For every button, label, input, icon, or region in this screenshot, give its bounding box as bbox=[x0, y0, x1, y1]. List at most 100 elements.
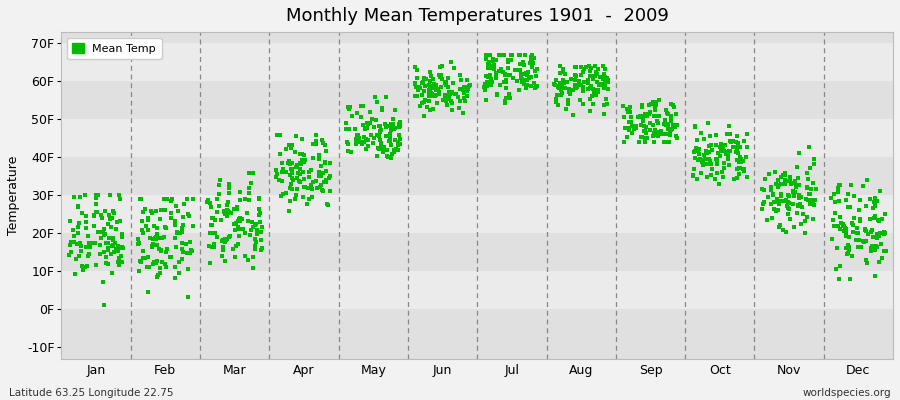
Point bbox=[863, 216, 878, 222]
Point bbox=[438, 92, 453, 98]
Point bbox=[132, 196, 147, 203]
Point bbox=[248, 243, 263, 250]
Point bbox=[756, 200, 770, 207]
Point bbox=[568, 72, 582, 78]
Point bbox=[374, 140, 389, 146]
Point bbox=[781, 178, 796, 184]
Point bbox=[698, 151, 712, 158]
Point bbox=[852, 197, 867, 203]
Point bbox=[871, 217, 886, 224]
Point bbox=[150, 242, 165, 248]
Point bbox=[78, 219, 93, 226]
Point bbox=[292, 166, 307, 172]
Point bbox=[413, 103, 428, 109]
Point bbox=[764, 201, 778, 207]
Point bbox=[445, 106, 459, 113]
Point bbox=[383, 127, 398, 133]
Point bbox=[518, 61, 532, 68]
Point bbox=[453, 86, 467, 92]
Point bbox=[457, 84, 472, 90]
Point bbox=[713, 152, 727, 159]
Point bbox=[433, 74, 447, 80]
Point bbox=[435, 76, 449, 82]
Point bbox=[689, 145, 704, 152]
Point bbox=[809, 186, 824, 192]
Point bbox=[284, 168, 299, 174]
Point bbox=[112, 192, 126, 198]
Point bbox=[61, 252, 76, 258]
Point bbox=[429, 100, 444, 107]
Point bbox=[106, 235, 121, 242]
Point bbox=[185, 196, 200, 202]
Point bbox=[369, 132, 383, 138]
Point bbox=[228, 227, 242, 234]
Point bbox=[782, 192, 796, 199]
Point bbox=[153, 270, 167, 276]
Point bbox=[136, 248, 150, 254]
Point bbox=[791, 175, 806, 181]
Point bbox=[737, 137, 751, 144]
Point bbox=[703, 158, 717, 164]
Point bbox=[478, 81, 492, 88]
Point bbox=[251, 196, 266, 202]
Point bbox=[364, 132, 378, 138]
Point bbox=[587, 73, 601, 80]
Point bbox=[134, 196, 148, 202]
Point bbox=[657, 119, 671, 125]
Point bbox=[590, 87, 605, 93]
Point bbox=[786, 201, 800, 207]
Point bbox=[597, 111, 611, 117]
Point bbox=[526, 55, 540, 61]
Point bbox=[78, 244, 93, 251]
Point bbox=[755, 185, 770, 192]
Point bbox=[850, 230, 864, 236]
Point bbox=[242, 185, 256, 191]
Point bbox=[644, 120, 658, 126]
Point bbox=[845, 228, 859, 235]
Point bbox=[202, 200, 217, 206]
Point bbox=[141, 264, 156, 270]
Point bbox=[275, 178, 290, 184]
Point bbox=[101, 245, 115, 251]
Point bbox=[283, 185, 297, 192]
Point bbox=[244, 180, 258, 186]
Point bbox=[89, 192, 104, 198]
Point bbox=[869, 234, 884, 241]
Point bbox=[358, 135, 373, 142]
Point bbox=[554, 92, 568, 98]
Point bbox=[149, 274, 164, 280]
Point bbox=[849, 236, 863, 243]
Point bbox=[518, 70, 533, 76]
Point bbox=[640, 113, 654, 119]
Point bbox=[648, 107, 662, 114]
Point bbox=[737, 166, 751, 172]
Point bbox=[865, 243, 879, 249]
Point bbox=[246, 254, 260, 260]
Point bbox=[392, 123, 407, 130]
Point bbox=[589, 73, 603, 80]
Point bbox=[583, 67, 598, 74]
Point bbox=[158, 261, 172, 268]
Point bbox=[96, 279, 111, 285]
Point bbox=[792, 195, 806, 201]
Point bbox=[132, 258, 147, 264]
Point bbox=[878, 248, 893, 254]
Point bbox=[63, 241, 77, 248]
Point bbox=[422, 107, 436, 113]
Point bbox=[304, 186, 319, 192]
Point bbox=[638, 135, 652, 141]
Point bbox=[710, 158, 724, 164]
Point bbox=[316, 188, 330, 194]
Point bbox=[843, 182, 858, 188]
Point bbox=[111, 259, 125, 265]
Point bbox=[662, 121, 676, 128]
Point bbox=[771, 177, 786, 184]
Point bbox=[77, 264, 92, 270]
Point bbox=[867, 199, 881, 206]
Point bbox=[729, 139, 743, 145]
Point bbox=[432, 91, 446, 98]
Point bbox=[549, 76, 563, 83]
Point bbox=[779, 203, 794, 209]
Point bbox=[701, 120, 716, 126]
Point bbox=[624, 114, 638, 120]
